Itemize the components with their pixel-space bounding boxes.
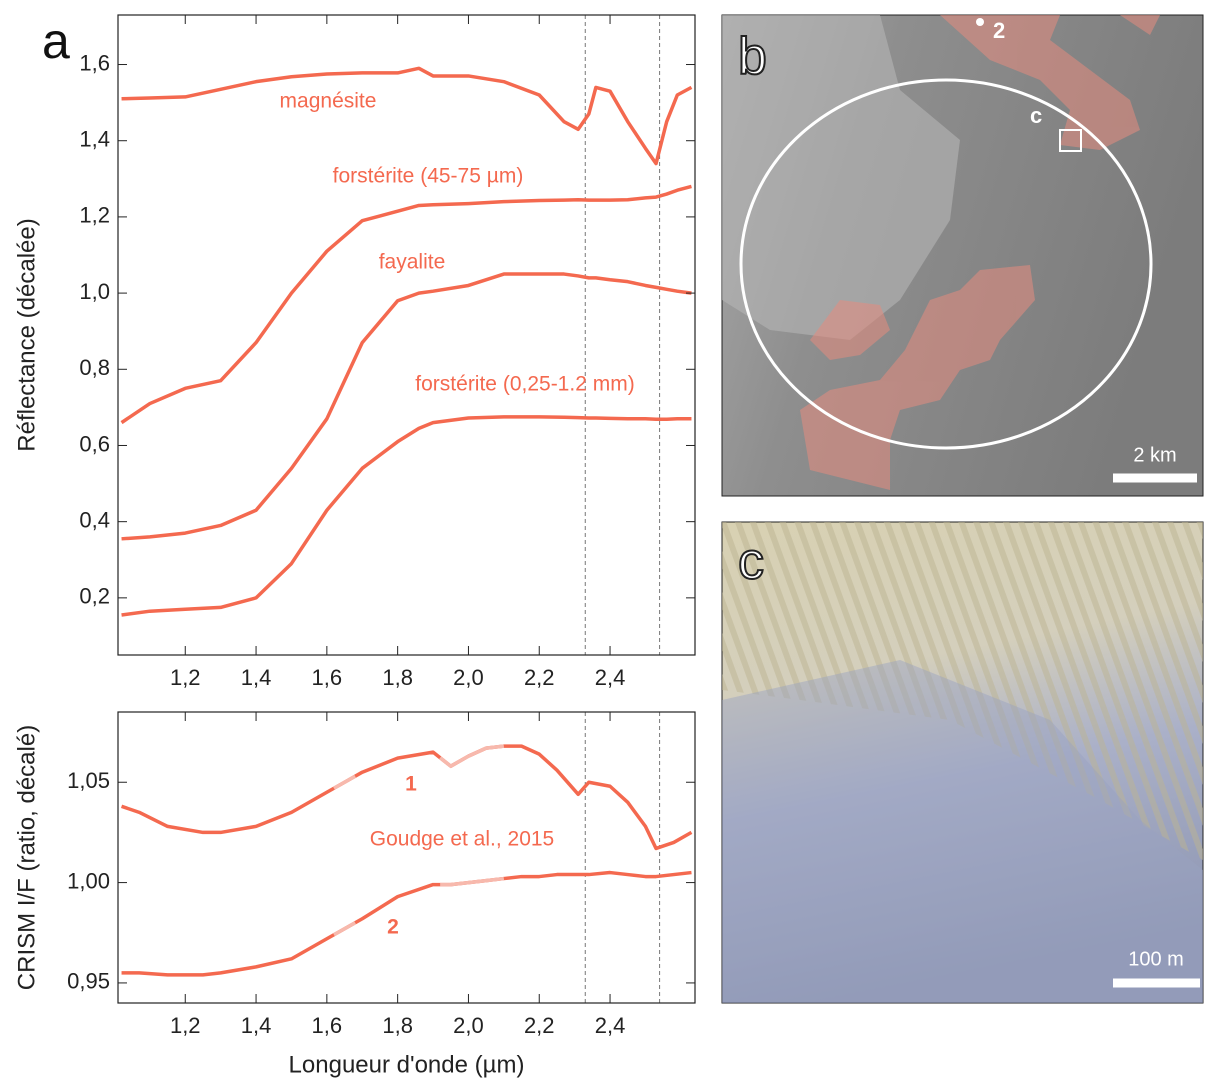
masked-segment [333,774,357,790]
y-tick-label: 1,05 [67,768,110,793]
x-tick-label: 2,4 [595,665,626,690]
spectrum-line [121,66,693,166]
scale-label: 100 m [1128,948,1184,970]
y-tick-label: 0,2 [79,584,110,609]
point-label: 2 [993,18,1005,43]
x-tick-label: 1,2 [170,1013,201,1038]
x-tick-label: 1,4 [241,665,272,690]
x-tick-label: 2,2 [524,665,555,690]
panel-letter: c [738,533,764,591]
terrain [722,15,960,340]
series-label: forstérite (0,25-1.2 mm) [415,373,634,396]
image-b: 2 c 2 km b [721,14,1204,497]
y-tick-label: 0,95 [67,969,110,994]
y-tick-label: 0,8 [79,355,110,380]
y-tick-label: 1,0 [79,279,110,304]
series-label: 2 [387,916,399,939]
spectrum-line [121,870,692,977]
y-axis-title: Réflectance (décalée) [13,218,40,451]
circle [739,78,1153,450]
y-tick-label: 0,4 [79,507,110,532]
dunes [722,522,1203,860]
bedrock [722,660,1203,1003]
annotation: Goudge et al., 2015 [370,828,554,851]
y-tick-label: 1,00 [67,868,110,893]
series-label: forstérite (45-75 µm) [333,165,524,188]
spectrum-line [121,272,692,541]
unit-overlay [800,15,1160,490]
masked-segment [439,744,505,769]
y-tick-label: 1,4 [79,127,110,152]
box [1059,129,1082,152]
y-tick-label: 1,6 [79,50,110,75]
x-tick-label: 2,0 [453,665,484,690]
series-label: magnésite [280,90,377,113]
x-tick-label: 1,6 [312,665,343,690]
x-tick-label: 1,4 [241,1013,272,1038]
plot-frame [117,14,696,656]
spectrum-line [121,415,692,617]
x-tick-label: 2,4 [595,1013,626,1038]
y-axis-title: CRISM I/F (ratio, décalé) [13,725,40,990]
masked-segment [440,876,505,887]
x-tick-label: 1,8 [382,665,413,690]
series-label: fayalite [379,251,446,274]
x-tick-label: 2,2 [524,1013,555,1038]
y-tick-label: 0,6 [79,431,110,456]
plot-frame [117,711,696,1004]
scale-label: 2 km [1133,444,1176,466]
point [976,18,984,26]
x-axis-title: Longueur d'onde (µm) [289,1051,525,1078]
x-tick-label: 1,2 [170,665,201,690]
panel-letter: b [738,28,767,86]
series-label: 1 [405,773,417,796]
spectrum-line [120,184,692,425]
image-c: 100 m c [721,521,1204,1004]
x-tick-label: 1,6 [312,1013,343,1038]
x-tick-label: 1,8 [382,1013,413,1038]
panel-letter: a [42,13,70,69]
box-label: c [1030,103,1042,128]
y-tick-label: 1,2 [79,203,110,228]
x-tick-label: 2,0 [453,1013,484,1038]
masked-segment [333,921,357,937]
